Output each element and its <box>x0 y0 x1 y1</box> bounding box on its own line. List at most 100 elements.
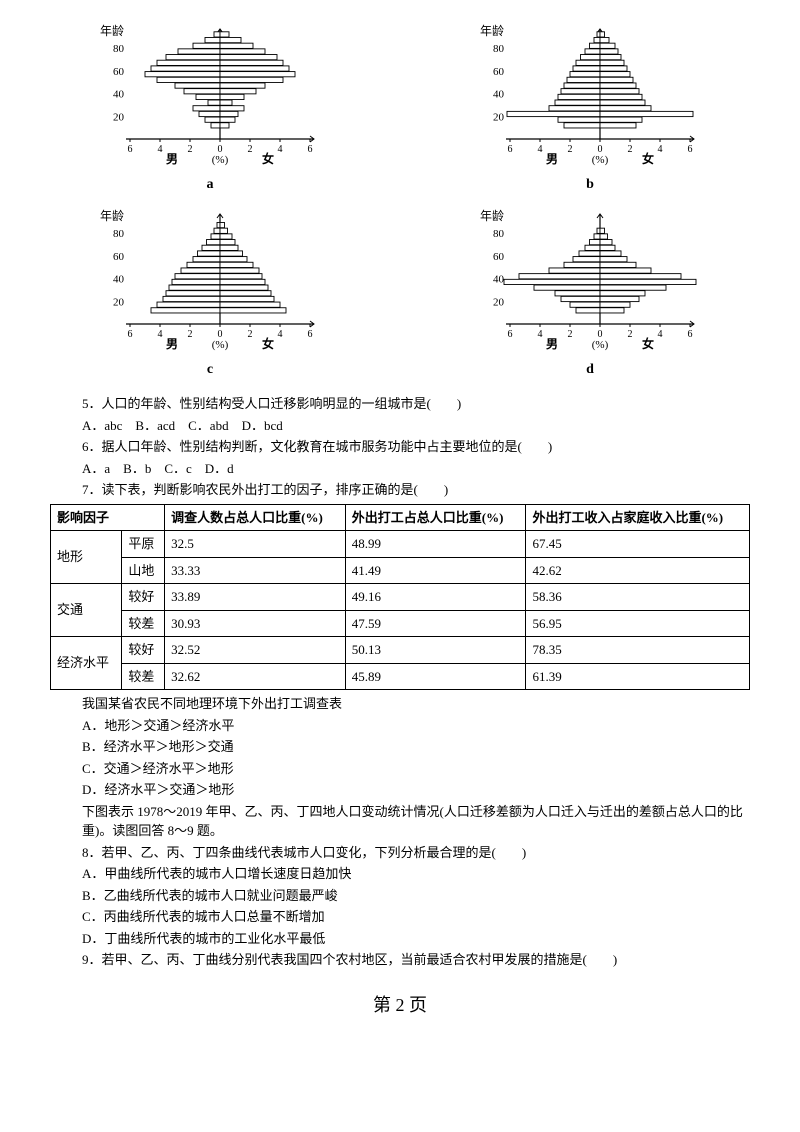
svg-text:20: 20 <box>113 296 125 308</box>
q8-opt-a: A．甲曲线所代表的城市人口增长速度日趋加快 <box>82 864 750 884</box>
cell: 78.35 <box>526 637 750 664</box>
cell-group: 地形 <box>51 531 122 584</box>
svg-text:2: 2 <box>248 144 253 155</box>
svg-text:男: 男 <box>546 337 558 351</box>
cell: 42.62 <box>526 557 750 584</box>
svg-text:2: 2 <box>568 144 573 155</box>
q7-stem: 7．读下表，判断影响农民外出打工的因子，排序正确的是( ) <box>82 480 750 500</box>
pyramid-tag: d <box>586 359 594 380</box>
svg-text:男: 男 <box>546 152 558 166</box>
pyramid-tag: c <box>207 359 213 380</box>
q7-opt-a: A．地形＞交通＞经济水平 <box>82 716 750 736</box>
svg-text:2: 2 <box>628 144 633 155</box>
svg-text:4: 4 <box>538 329 543 340</box>
svg-text:年龄: 年龄 <box>480 24 504 38</box>
svg-text:(%): (%) <box>592 154 609 166</box>
q7-opt-d: D．经济水平＞交通＞地形 <box>82 780 750 800</box>
q8-opt-c: C．丙曲线所代表的城市人口总量不断增加 <box>82 907 750 927</box>
cell: 48.99 <box>345 531 526 558</box>
svg-text:6: 6 <box>308 329 313 340</box>
cell: 49.16 <box>345 584 526 611</box>
factors-table: 影响因子 调查人数占总人口比重(%) 外出打工占总人口比重(%) 外出打工收入占… <box>50 504 750 691</box>
svg-text:4: 4 <box>158 329 163 340</box>
svg-text:60: 60 <box>113 66 125 78</box>
table-row: 经济水平较好32.5250.1378.35 <box>51 637 750 664</box>
pyramid-c: 年龄204060806420246男(%)女c <box>50 205 370 380</box>
pyramid-b: 年龄204060806420246男(%)女b <box>430 20 750 195</box>
table-caption: 我国某省农民不同地理环境下外出打工调查表 <box>82 694 750 714</box>
cell-group: 经济水平 <box>51 637 122 690</box>
svg-text:6: 6 <box>688 329 693 340</box>
svg-text:2: 2 <box>628 329 633 340</box>
pyramid-tag: b <box>586 174 594 195</box>
svg-text:女: 女 <box>262 151 274 166</box>
cell: 32.5 <box>165 531 346 558</box>
svg-text:80: 80 <box>493 43 505 55</box>
cell: 较好 <box>122 637 165 664</box>
q7-opt-b: B．经济水平＞地形＞交通 <box>82 737 750 757</box>
pyramid-d: 年龄204060806420246男(%)女d <box>430 205 750 380</box>
cell: 32.52 <box>165 637 346 664</box>
svg-text:(%): (%) <box>212 154 229 166</box>
cell: 56.95 <box>526 610 750 637</box>
svg-text:40: 40 <box>113 274 125 286</box>
cell: 较差 <box>122 610 165 637</box>
svg-text:4: 4 <box>538 144 543 155</box>
svg-text:60: 60 <box>493 66 505 78</box>
cell-group: 交通 <box>51 584 122 637</box>
cell: 山地 <box>122 557 165 584</box>
q9-stem: 9．若甲、乙、丙、丁曲线分别代表我国四个农村地区，当前最适合农村甲发展的措施是(… <box>82 950 750 970</box>
q8-opt-b: B．乙曲线所代表的城市人口就业问题最严峻 <box>82 886 750 906</box>
svg-text:女: 女 <box>642 336 654 351</box>
svg-text:女: 女 <box>642 151 654 166</box>
cell: 32.62 <box>165 663 346 690</box>
th-factor: 影响因子 <box>51 504 165 531</box>
cell: 45.89 <box>345 663 526 690</box>
cell: 67.45 <box>526 531 750 558</box>
q5-opts: A．abc B．acd C．abd D．bcd <box>82 416 750 436</box>
svg-text:80: 80 <box>113 43 125 55</box>
q8-opt-d: D．丁曲线所代表的城市的工业化水平最低 <box>82 929 750 949</box>
th-c1: 调查人数占总人口比重(%) <box>165 504 346 531</box>
th-c2: 外出打工占总人口比重(%) <box>345 504 526 531</box>
table-row: 较差30.9347.5956.95 <box>51 610 750 637</box>
cell: 47.59 <box>345 610 526 637</box>
svg-text:年龄: 年龄 <box>480 209 504 223</box>
svg-text:2: 2 <box>248 329 253 340</box>
q5-stem: 5．人口的年龄、性别结构受人口迁移影响明显的一组城市是( ) <box>82 394 750 414</box>
svg-text:4: 4 <box>658 329 663 340</box>
svg-text:60: 60 <box>493 251 505 263</box>
passage-89: 下图表示 1978～2019 年甲、乙、丙、丁四地人口变动统计情况(人口迁移差额… <box>82 802 750 841</box>
cell: 61.39 <box>526 663 750 690</box>
page-footer: 第 2 页 <box>50 992 750 1019</box>
svg-text:男: 男 <box>166 337 178 351</box>
page: 年龄204060806420246男(%)女a年龄204060806420246… <box>0 0 800 1039</box>
q6-stem: 6．据人口年龄、性别结构判断，文化教育在城市服务功能中占主要地位的是( ) <box>82 437 750 457</box>
th-c3: 外出打工收入占家庭收入比重(%) <box>526 504 750 531</box>
svg-text:60: 60 <box>113 251 125 263</box>
pyramid-a: 年龄204060806420246男(%)女a <box>50 20 370 195</box>
svg-text:40: 40 <box>493 89 505 101</box>
table-header-row: 影响因子 调查人数占总人口比重(%) 外出打工占总人口比重(%) 外出打工收入占… <box>51 504 750 531</box>
q7-opt-c: C．交通＞经济水平＞地形 <box>82 759 750 779</box>
svg-text:20: 20 <box>493 111 505 123</box>
q6-opts: A．a B．b C．c D．d <box>82 459 750 479</box>
svg-text:4: 4 <box>658 144 663 155</box>
svg-text:80: 80 <box>493 228 505 240</box>
svg-text:40: 40 <box>113 89 125 101</box>
svg-text:6: 6 <box>508 144 513 155</box>
svg-text:6: 6 <box>688 144 693 155</box>
svg-text:6: 6 <box>128 144 133 155</box>
svg-text:女: 女 <box>262 336 274 351</box>
cell: 30.93 <box>165 610 346 637</box>
q8-stem: 8．若甲、乙、丙、丁四条曲线代表城市人口变化，下列分析最合理的是( ) <box>82 843 750 863</box>
cell: 平原 <box>122 531 165 558</box>
svg-text:(%): (%) <box>592 339 609 351</box>
svg-text:(%): (%) <box>212 339 229 351</box>
svg-text:40: 40 <box>493 274 505 286</box>
svg-text:2: 2 <box>188 144 193 155</box>
svg-text:4: 4 <box>278 144 283 155</box>
svg-text:4: 4 <box>278 329 283 340</box>
cell: 33.89 <box>165 584 346 611</box>
svg-text:年龄: 年龄 <box>100 24 124 38</box>
